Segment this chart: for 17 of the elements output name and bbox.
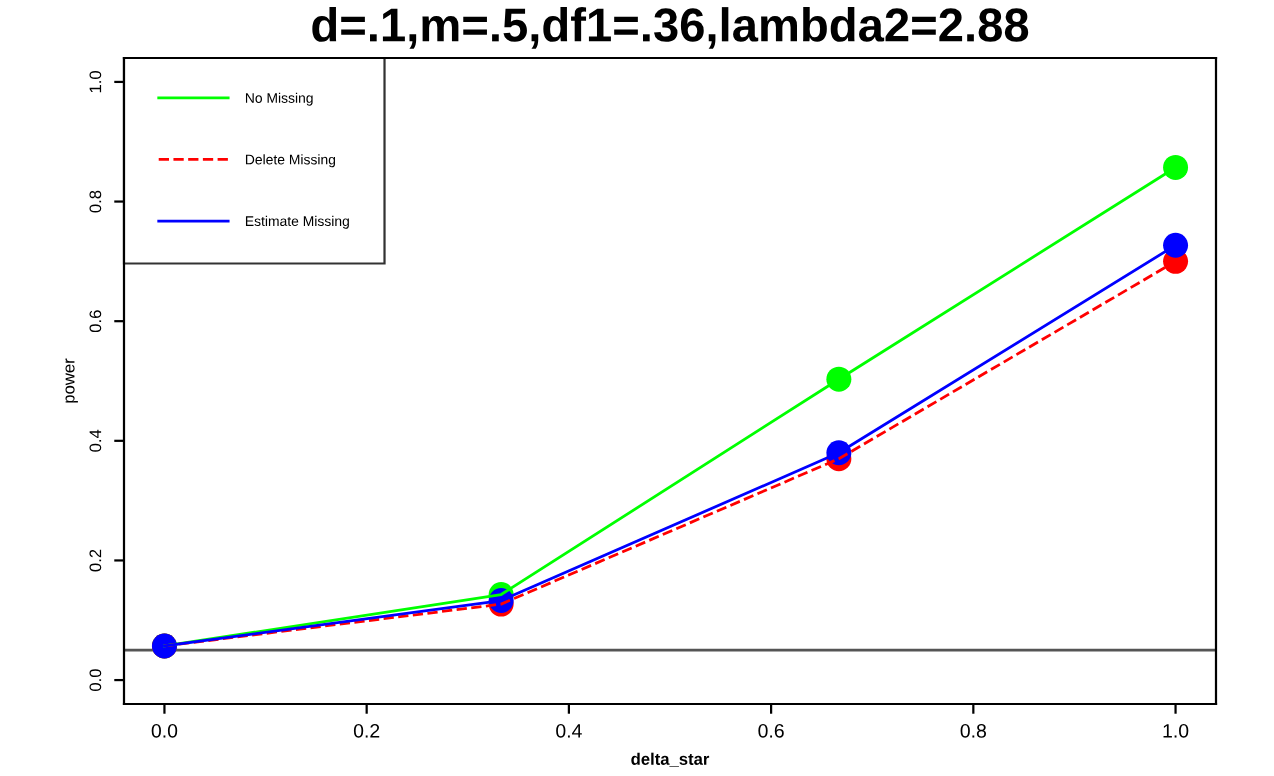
point	[1163, 232, 1189, 258]
x-tick-label: 0.4	[556, 723, 582, 738]
x-tick-label: 0.6	[758, 723, 784, 738]
y-tick-label: 0.6	[89, 310, 102, 333]
y-tick-label: 0.8	[89, 190, 102, 213]
chart-title: d=.1,m=.5,df1=.36,lambda2=2.88	[312, 7, 1029, 49]
y-axis-title: power	[65, 358, 78, 403]
x-tick-label: 1.0	[1163, 723, 1189, 738]
y-tick-label: 0.4	[89, 429, 102, 452]
x-tick-label: 0.0	[151, 723, 178, 738]
y-tick-label: 0.2	[89, 549, 102, 572]
y-tick-label: 1.0	[89, 70, 102, 93]
x-tick-label: 0.8	[960, 723, 986, 738]
x-tick-label: 0.2	[353, 723, 380, 738]
x-axis-title: delta_star	[631, 752, 710, 767]
y-tick-label: 0.0	[89, 669, 102, 692]
point	[1163, 154, 1189, 180]
